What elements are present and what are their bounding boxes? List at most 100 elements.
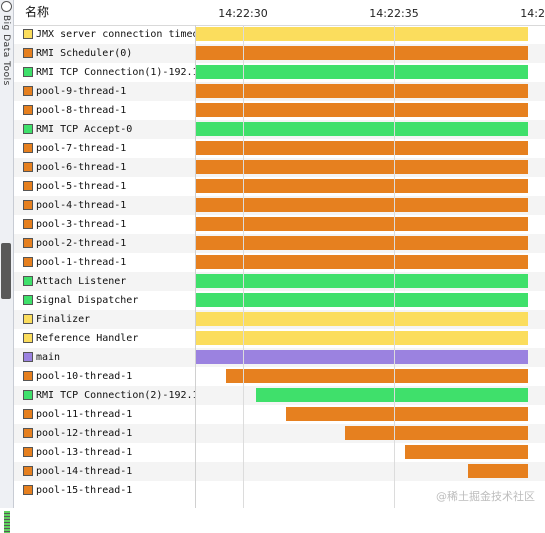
thread-row[interactable]: pool-14-thread-1 [14,462,545,481]
thread-row[interactable]: pool-11-thread-1 [14,405,545,424]
thread-timeline-bar[interactable] [196,350,528,364]
time-gridline [243,25,244,508]
thread-row[interactable]: pool-6-thread-1 [14,158,545,177]
watermark: @稀土掘金技术社区 [436,490,535,503]
thread-state-icon [23,485,33,495]
thread-row[interactable]: pool-10-thread-1 [14,367,545,386]
thread-timeline-bar[interactable] [196,331,528,345]
thread-state-icon [23,143,33,153]
name-column-header[interactable]: 名称 [25,5,50,19]
thread-name: Finalizer [36,314,91,325]
time-gridline [394,25,395,508]
timeline-header: 名称 14:22:30 14:22:35 14:22:40 [14,0,545,26]
thread-timeline-bar[interactable] [255,388,528,402]
thread-row[interactable]: RMI TCP Connection(2)-192.168.1.1 [14,386,545,405]
thread-state-icon [23,390,33,400]
thread-timeline-bar[interactable] [196,255,528,269]
thread-timeline-bar[interactable] [468,464,528,478]
thread-timeline-bar[interactable] [285,407,528,421]
thread-row[interactable]: pool-3-thread-1 [14,215,545,234]
thread-name: pool-12-thread-1 [36,428,133,439]
thread-name: pool-1-thread-1 [36,257,127,268]
thread-name: pool-13-thread-1 [36,447,133,458]
thread-timeline-bar[interactable] [405,445,528,459]
thread-row[interactable]: pool-5-thread-1 [14,177,545,196]
thread-name: pool-10-thread-1 [36,371,133,382]
circle-icon[interactable] [1,1,12,12]
drag-handle[interactable] [1,243,11,533]
thread-name: pool-5-thread-1 [36,181,127,192]
thread-row[interactable]: pool-1-thread-1 [14,253,545,272]
thread-timeline-bar[interactable] [196,217,528,231]
thread-timeline-bar[interactable] [196,65,528,79]
thread-timeline-bar[interactable] [196,84,528,98]
thread-name: pool-14-thread-1 [36,466,133,477]
thread-state-icon [23,124,33,134]
thread-name: Signal Dispatcher [36,295,139,306]
thread-state-icon [23,447,33,457]
thread-row[interactable]: pool-2-thread-1 [14,234,545,253]
thread-state-icon [23,48,33,58]
thread-timeline-bar[interactable] [196,103,528,117]
thread-state-icon [23,371,33,381]
big-data-tools-tab[interactable]: Big Data Tools [1,15,11,86]
thread-row[interactable]: Reference Handler [14,329,545,348]
thread-row[interactable]: RMI TCP Connection(1)-192.168.1.1 [14,63,545,82]
thread-row[interactable]: main [14,348,545,367]
thread-row[interactable]: Finalizer [14,310,545,329]
thread-row[interactable]: Signal Dispatcher [14,291,545,310]
time-tick-label: 14:22:35 [369,7,419,20]
thread-name: pool-3-thread-1 [36,219,127,230]
thread-timeline-bar[interactable] [196,179,528,193]
thread-name: Attach Listener [36,276,127,287]
thread-name: JMX server connection timeout [36,29,195,40]
thread-name: pool-7-thread-1 [36,143,127,154]
thread-state-icon [23,466,33,476]
thread-timeline-bar[interactable] [196,141,528,155]
thread-state-icon [23,67,33,77]
handle-grip-icon [4,511,10,533]
thread-timeline-bar[interactable] [196,274,528,288]
thread-row[interactable]: pool-8-thread-1 [14,101,545,120]
thread-row[interactable]: pool-13-thread-1 [14,443,545,462]
thread-state-icon [23,333,33,343]
thread-name: pool-8-thread-1 [36,105,127,116]
thread-state-icon [23,428,33,438]
thread-row[interactable]: pool-15-thread-1 [14,481,545,500]
thread-list: JMX server connection timeout RMI Schedul… [14,25,545,500]
thread-state-icon [23,276,33,286]
thread-timeline-bar[interactable] [196,198,528,212]
thread-name: pool-15-thread-1 [36,485,133,496]
thread-row[interactable]: pool-12-thread-1 [14,424,545,443]
thread-state-icon [23,219,33,229]
thread-name: pool-6-thread-1 [36,162,127,173]
thread-timeline-bar[interactable] [196,160,528,174]
thread-timeline-bar[interactable] [196,27,528,41]
thread-row[interactable]: pool-7-thread-1 [14,139,545,158]
thread-row[interactable]: Attach Listener [14,272,545,291]
thread-state-icon [23,105,33,115]
thread-state-icon [23,295,33,305]
thread-state-icon [23,314,33,324]
thread-state-icon [23,200,33,210]
thread-row[interactable]: RMI TCP Accept-0 [14,120,545,139]
column-divider[interactable] [195,25,196,508]
thread-row[interactable]: pool-4-thread-1 [14,196,545,215]
thread-timeline-bar[interactable] [225,369,528,383]
thread-timeline-bar[interactable] [196,312,528,326]
thread-timeline-bar[interactable] [196,122,528,136]
thread-row[interactable]: JMX server connection timeout [14,25,545,44]
thread-timeline-bar[interactable] [196,46,528,60]
thread-state-icon [23,409,33,419]
thread-timeline-bar[interactable] [345,426,528,440]
thread-row[interactable]: pool-9-thread-1 [14,82,545,101]
thread-name: pool-9-thread-1 [36,86,127,97]
thread-name: RMI TCP Accept-0 [36,124,133,135]
thread-name: main [36,352,61,363]
side-tool-strip: Big Data Tools [0,0,14,533]
thread-name: RMI Scheduler(0) [36,48,133,59]
thread-timeline-bar[interactable] [196,236,528,250]
thread-timeline-bar[interactable] [196,293,528,307]
thread-state-icon [23,29,33,39]
thread-row[interactable]: RMI Scheduler(0) [14,44,545,63]
